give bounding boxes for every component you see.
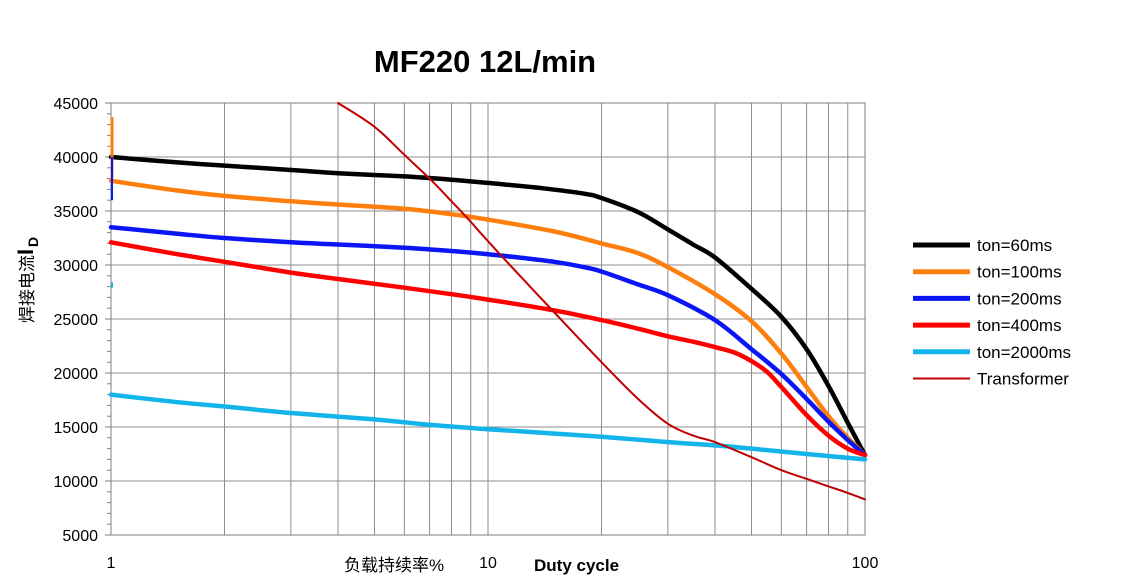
y-tick-label: 25000 <box>54 312 99 329</box>
series-line <box>108 154 868 458</box>
y-tick-label: 40000 <box>54 150 99 167</box>
legend-label: ton=2000ms <box>977 343 1071 362</box>
x-axis-ticks: 1 10 100 <box>107 555 879 572</box>
legend: ton=60ms ton=100ms ton=200ms ton=400ms ton=2… <box>913 236 1071 389</box>
x-axis-label-en: Duty cycle <box>534 556 619 575</box>
y-axis-label-symbol: I <box>13 249 38 255</box>
y-tick-label: 35000 <box>54 204 99 221</box>
y-tick-label: 15000 <box>54 420 99 437</box>
series-line <box>108 224 868 458</box>
legend-label: ton=100ms <box>977 263 1062 282</box>
series-line <box>108 178 868 458</box>
y-axis-label-subscript: D <box>25 237 41 247</box>
x-axis-label-cn: 负载持续率% <box>344 556 444 575</box>
chart-title: MF220 12L/min <box>374 44 596 79</box>
y-tick-label: 30000 <box>54 258 99 275</box>
series-lines <box>108 102 868 501</box>
y-tick-label: 10000 <box>54 474 99 491</box>
y-tick-label: 45000 <box>54 96 99 113</box>
legend-label: Transformer <box>977 370 1069 389</box>
x-tick-label: 100 <box>852 555 879 572</box>
y-axis-ticks: 45000 40000 35000 30000 25000 20000 15000 10000… <box>54 96 111 545</box>
legend-label: ton=60ms <box>977 236 1052 255</box>
legend-label: ton=200ms <box>977 289 1062 308</box>
y-axis-label-cn: 焊接电流 <box>18 255 37 323</box>
y-tick-label: 20000 <box>54 366 99 383</box>
y-axis-label: 焊接电流 I D <box>13 237 41 323</box>
x-tick-label: 1 <box>107 555 116 572</box>
legend-label: ton=400ms <box>977 316 1062 335</box>
y-tick-label: 5000 <box>62 528 98 545</box>
series-line <box>337 102 866 501</box>
series-line <box>108 392 868 462</box>
x-tick-label: 10 <box>479 555 497 572</box>
series-line <box>108 240 868 458</box>
